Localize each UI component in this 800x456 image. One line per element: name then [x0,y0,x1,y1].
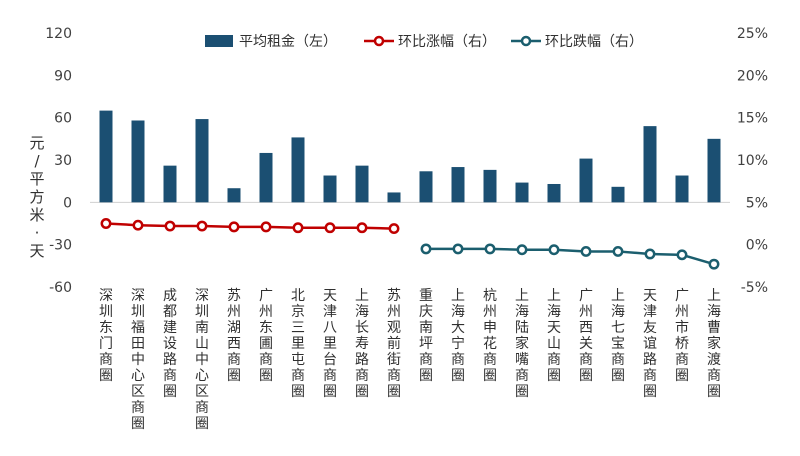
left-tick-label: -30 [49,238,72,254]
increase-point [324,222,336,234]
category-label: 苏州观前街商圈 [387,288,401,400]
increase-line [105,222,395,230]
right-tick-label: 0% [746,238,768,254]
category-labels: 深圳东门商圈 深圳福田中心区商圈 成都建设路商圈 深圳南山中心区商圈 苏州湖西商圈 广州东… [99,288,721,432]
left-tick-label: 120 [45,26,72,42]
category-label: 深圳福田中心区商圈 [131,288,145,432]
decrease-point [644,248,656,260]
rent-bar [419,171,433,203]
category-label: 深圳南山中心区商圈 [195,288,209,432]
y-axis-title: 元/平方米·天 [29,134,44,260]
category-label: 天津八里台商圈 [323,288,337,400]
increase-point [100,218,112,229]
decrease-point [420,243,432,255]
rent-bar [291,137,305,203]
rent-bar [675,175,689,203]
line-series [100,218,720,270]
decrease-point [452,243,464,255]
rent-bar [227,188,241,203]
increase-point [132,219,144,231]
left-tick-label: 90 [54,68,72,84]
rent-bar [611,186,625,203]
right-tick-label: 20% [737,68,768,84]
increase-point [292,222,304,234]
right-axis: -5% 0% 5% 10% 15% 20% 25% [737,26,768,296]
rent-bar [451,167,465,203]
legend-swatch-bar [205,35,233,47]
category-label: 北京三里屯商圈 [291,288,305,400]
increase-point [388,223,400,235]
rent-bar [547,183,561,203]
increase-point [228,221,240,233]
legend-label: 环比涨幅（右） [398,34,496,50]
category-label: 杭州申花商圈 [483,288,497,384]
category-label: 苏州湖西商圈 [227,288,241,384]
category-label: 上海大宁商圈 [451,288,465,384]
rent-bar [707,138,721,203]
left-tick-label: -60 [49,280,72,296]
rent-bar [483,169,497,203]
category-label: 上海曹家渡商圈 [707,288,721,400]
category-label: 天津友谊路商圈 [643,288,657,400]
left-axis: -60 -30 0 30 60 90 120 [45,26,72,296]
category-label: 广州东圃商圈 [259,288,273,384]
y-axis-label: 元/平方米·天 [29,134,44,260]
rent-bar [259,152,273,203]
left-tick-label: 60 [54,111,72,127]
right-tick-label: -5% [741,280,768,296]
decrease-point [548,244,560,256]
decrease-point [708,258,720,270]
category-label: 广州市桥商圈 [675,288,689,384]
rent-bar [515,182,529,203]
right-tick-label: 5% [746,195,768,211]
decrease-point [612,245,624,257]
rent-bar [195,119,209,203]
legend-label: 平均租金（左） [239,34,337,50]
rent-bar [387,192,401,203]
rent-bar [323,175,337,203]
category-label: 深圳东门商圈 [99,288,113,384]
rent-bar [163,165,177,203]
rent-bar [579,158,593,203]
right-tick-label: 15% [737,111,768,127]
left-tick-label: 0 [63,195,72,211]
right-tick-label: 10% [737,153,768,169]
legend-swatch-marker [373,35,385,47]
decrease-point [516,244,528,256]
decrease-line [426,247,715,266]
decrease-point [580,245,592,257]
rent-bar [131,120,145,203]
increase-point [196,220,208,232]
right-tick-label: 25% [737,26,768,42]
category-label: 广州西关商圈 [579,288,593,384]
category-label: 上海天山商圈 [547,288,561,384]
category-label: 重庆南坪商圈 [419,288,433,384]
bar-series [99,110,721,203]
left-tick-label: 30 [54,153,72,169]
increase-point [164,220,176,232]
legend: 平均租金（左） 环比涨幅（右） 环比跌幅（右） [205,34,643,50]
decrease-point [484,243,496,255]
category-label: 成都建设路商圈 [163,288,177,400]
decrease-point [676,249,688,261]
rent-bar [99,110,113,203]
category-label: 上海陆家嘴商圈 [515,288,529,400]
category-label: 上海长寿路商圈 [355,288,369,400]
legend-swatch-marker [520,35,532,47]
category-label: 上海七宝商圈 [611,288,625,384]
increase-point [260,221,272,233]
increase-point [356,222,368,234]
rent-bar [355,165,369,203]
legend-label: 环比跌幅（右） [545,34,643,50]
rent-bar [643,126,657,203]
